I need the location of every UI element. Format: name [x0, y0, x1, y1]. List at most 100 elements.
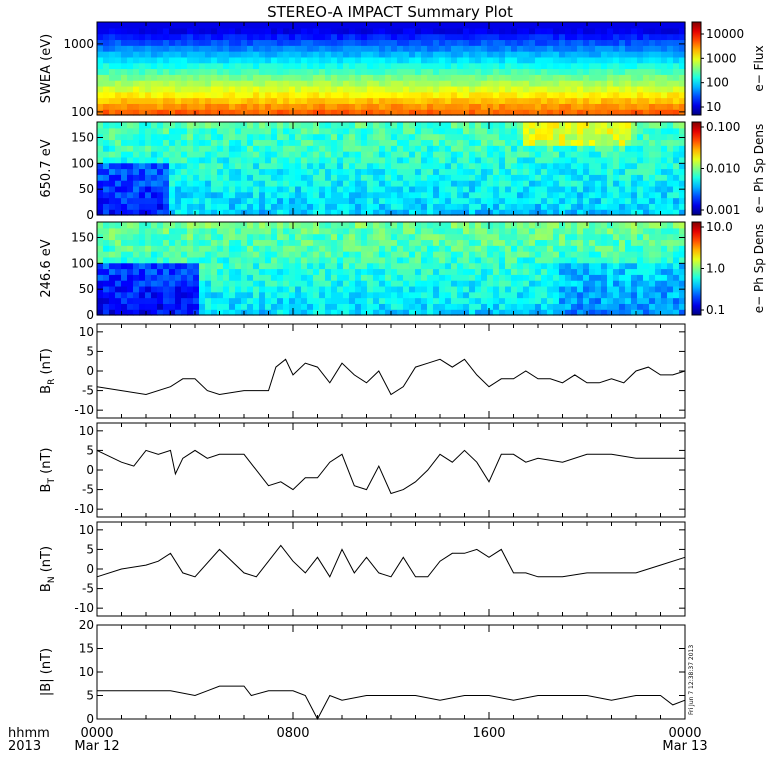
heatmap-cell — [631, 197, 638, 204]
heatmap-cell — [619, 91, 626, 99]
heatmap-cell — [661, 280, 668, 287]
heatmap-cell — [391, 268, 398, 275]
heatmap-cell — [229, 80, 236, 87]
heatmap-cell — [187, 22, 194, 29]
heatmap-cell — [433, 251, 440, 258]
heatmap-cell — [319, 33, 326, 41]
heatmap-cell — [517, 251, 524, 258]
heatmap-cell — [433, 291, 440, 299]
heatmap-cell — [379, 122, 386, 129]
heatmap-cell — [367, 103, 374, 110]
heatmap-cell — [589, 222, 596, 229]
heatmap-cell — [181, 151, 188, 158]
heatmap-cell — [601, 209, 608, 216]
heatmap-cell — [157, 197, 164, 204]
heatmap-cell — [385, 22, 392, 29]
heatmap-cell — [577, 227, 584, 235]
heatmap-cell — [205, 133, 212, 141]
heatmap-cell — [409, 174, 416, 181]
heatmap-cell — [325, 239, 332, 246]
heatmap-cell — [535, 91, 542, 99]
heatmap-cell — [595, 239, 602, 246]
heatmap-cell — [385, 62, 392, 70]
heatmap-cell — [457, 74, 464, 81]
heatmap-cell — [493, 303, 500, 310]
heatmap-cell — [541, 285, 548, 293]
heatmap-cell — [193, 151, 200, 158]
heatmap-cell — [151, 268, 158, 275]
heatmap-cell — [109, 139, 116, 146]
heatmap-cell — [433, 51, 440, 58]
heatmap-cell — [385, 56, 392, 64]
heatmap-cell — [121, 85, 128, 93]
heatmap-cell — [385, 297, 392, 304]
heatmap-cell — [307, 222, 314, 229]
heatmap-cell — [151, 222, 158, 229]
heatmap-cell — [343, 97, 350, 104]
heatmap-cell — [511, 180, 518, 187]
heatmap-cell — [199, 151, 206, 158]
heatmap-cell — [325, 251, 332, 258]
heatmap-cell — [631, 268, 638, 275]
heatmap-cell — [283, 139, 290, 146]
heatmap-cell — [385, 122, 392, 129]
heatmap-cell — [655, 180, 662, 187]
heatmap-cell — [415, 156, 422, 164]
heatmap-cell — [301, 85, 308, 93]
heatmap-cell — [217, 33, 224, 41]
heatmap-cell — [403, 268, 410, 275]
heatmap-cell — [679, 145, 686, 152]
heatmap-cell — [361, 280, 368, 287]
heatmap-cell — [613, 180, 620, 187]
heatmap-cell — [433, 80, 440, 87]
heatmap-cell — [679, 239, 686, 246]
heatmap-cell — [193, 122, 200, 129]
heatmap-cell — [421, 62, 428, 70]
heatmap-cell — [379, 209, 386, 216]
heatmap-cell — [649, 45, 656, 52]
heatmap-cell — [271, 297, 278, 304]
heatmap-cell — [649, 274, 656, 281]
heatmap-cell — [499, 85, 506, 93]
heatmap-cell — [475, 80, 482, 87]
heatmap-cell — [415, 197, 422, 204]
heatmap-cell — [667, 122, 674, 129]
heatmap-cell — [145, 51, 152, 58]
heatmap-cell — [133, 227, 140, 235]
heatmap-cell — [589, 127, 596, 135]
heatmap-cell — [109, 180, 116, 187]
heatmap-cell — [145, 285, 152, 293]
heatmap-cell — [289, 291, 296, 299]
heatmap-cell — [673, 39, 680, 46]
heatmap-cell — [313, 139, 320, 146]
heatmap-cell — [391, 168, 398, 175]
heatmap-cell — [637, 151, 644, 158]
heatmap-cell — [349, 56, 356, 64]
heatmap-cell — [175, 39, 182, 46]
heatmap-cell — [577, 262, 584, 270]
heatmap-cell — [553, 168, 560, 175]
heatmap-cell — [427, 285, 434, 293]
heatmap-cell — [157, 245, 164, 252]
heatmap-cell — [487, 222, 494, 229]
heatmap-cell — [379, 22, 386, 29]
heatmap-cell — [157, 227, 164, 235]
heatmap-cell — [175, 45, 182, 52]
heatmap-cell — [103, 151, 110, 158]
heatmap-cell — [331, 251, 338, 258]
heatmap-cell — [613, 285, 620, 293]
heatmap-cell — [103, 280, 110, 287]
heatmap-cell — [97, 51, 104, 58]
heatmap-cell — [319, 256, 326, 264]
heatmap-cell — [343, 109, 350, 116]
heatmap-cell — [205, 303, 212, 310]
heatmap-cell — [157, 209, 164, 216]
heatmap-cell — [163, 297, 170, 304]
heatmap-cell — [457, 162, 464, 170]
heatmap-cell — [145, 168, 152, 175]
heatmap-cell — [637, 262, 644, 270]
heatmap-cell — [643, 156, 650, 164]
heatmap-cell — [415, 51, 422, 58]
heatmap-cell — [427, 80, 434, 87]
heatmap-cell — [151, 239, 158, 246]
